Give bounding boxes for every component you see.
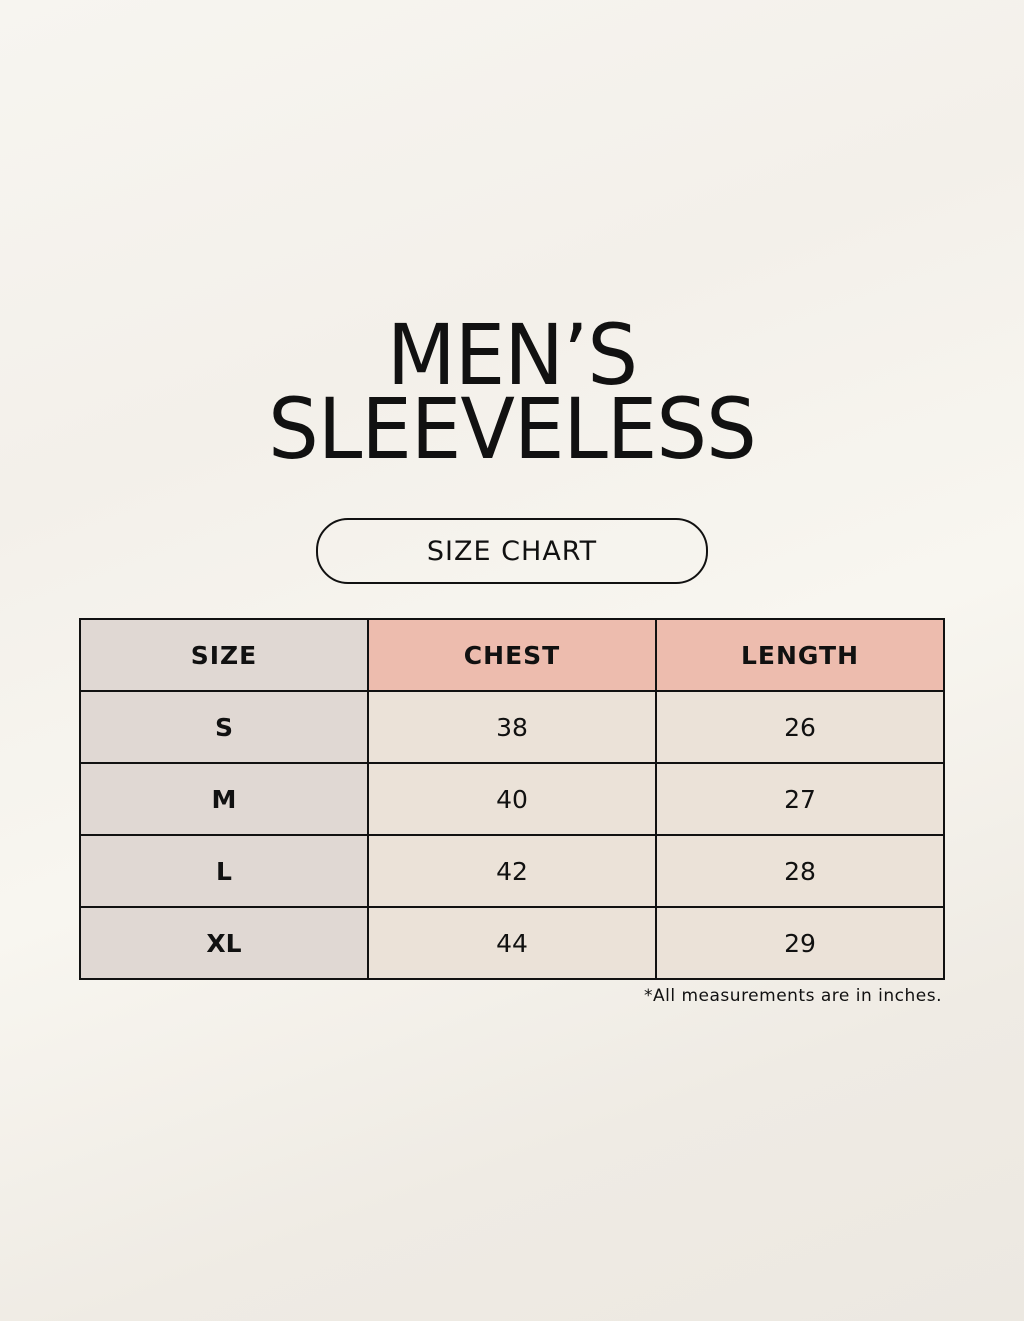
header-size: SIZE	[79, 618, 369, 692]
chest-cell: 38	[367, 690, 657, 764]
table-header-row: SIZE CHEST LENGTH	[79, 618, 945, 692]
table-row: M 40 27	[79, 762, 945, 836]
chest-cell: 44	[367, 906, 657, 980]
size-cell: S	[79, 690, 369, 764]
size-table: SIZE CHEST LENGTH S 38 26 M 40 27 L 42 2…	[79, 618, 945, 980]
header-chest: CHEST	[367, 618, 657, 692]
title-line-1: MEN’S	[386, 306, 638, 404]
title-line-2: SLEEVELESS	[268, 380, 757, 478]
measurement-note: *All measurements are in inches.	[644, 986, 942, 1006]
size-chart-badge: SIZE CHART	[316, 518, 708, 584]
length-cell: 27	[655, 762, 945, 836]
length-cell: 28	[655, 834, 945, 908]
length-cell: 29	[655, 906, 945, 980]
length-cell: 26	[655, 690, 945, 764]
size-cell: XL	[79, 906, 369, 980]
size-cell: L	[79, 834, 369, 908]
page-title: MEN’S SLEEVELESS	[26, 306, 999, 478]
size-cell: M	[79, 762, 369, 836]
table-row: S 38 26	[79, 690, 945, 764]
header-length: LENGTH	[655, 618, 945, 692]
table-row: L 42 28	[79, 834, 945, 908]
chest-cell: 42	[367, 834, 657, 908]
table-row: XL 44 29	[79, 906, 945, 980]
chest-cell: 40	[367, 762, 657, 836]
